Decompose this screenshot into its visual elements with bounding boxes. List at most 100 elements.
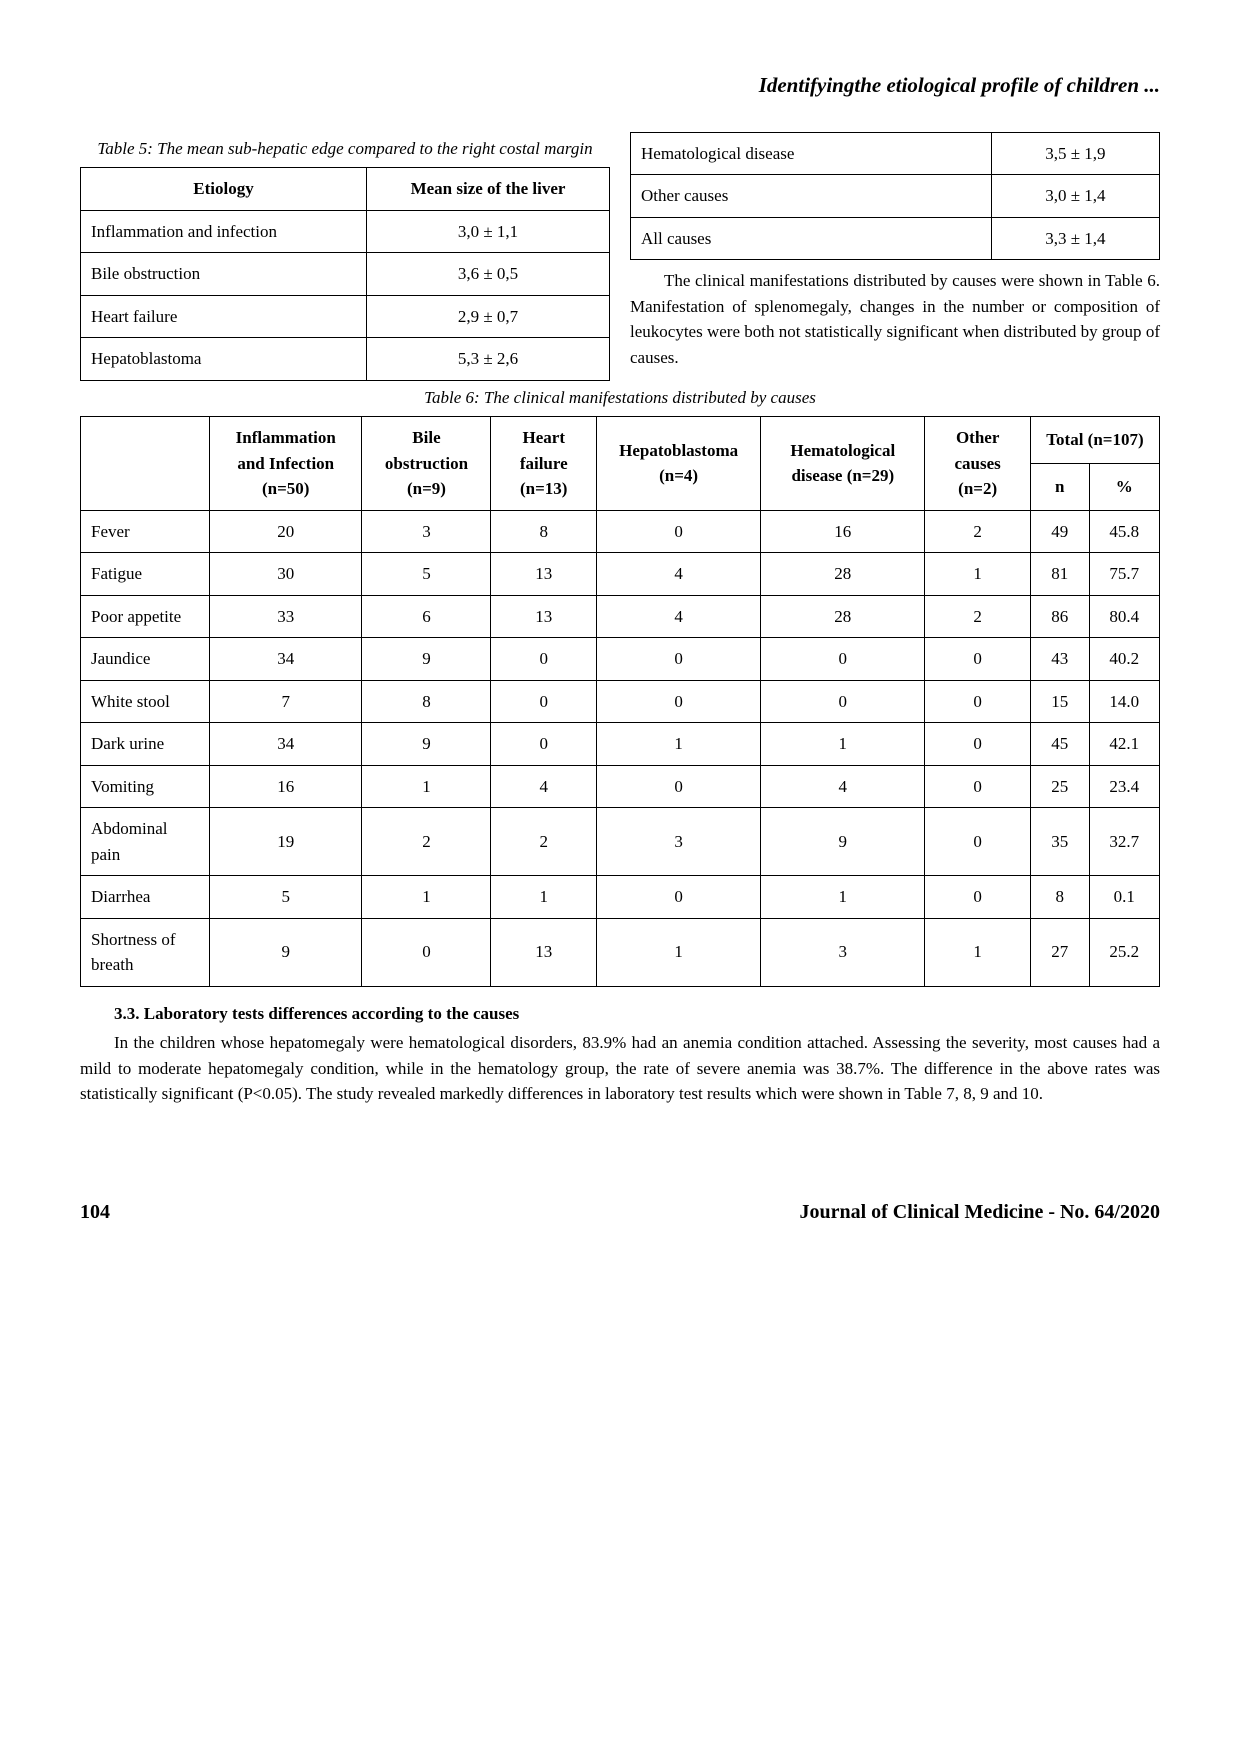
table5-body: Inflammation and infection3,0 ± 1,1Bile … xyxy=(81,210,610,380)
table-cell: 0.1 xyxy=(1089,876,1159,919)
table-cell: 5,3 ± 2,6 xyxy=(367,338,610,381)
table-row: Other causes3,0 ± 1,4 xyxy=(631,175,1160,218)
table-cell: 3,0 ± 1,1 xyxy=(367,210,610,253)
table-cell: 0 xyxy=(491,638,597,681)
table-cell: 0 xyxy=(597,510,761,553)
table6-head-hepato: Hepatoblastoma (n=4) xyxy=(597,417,761,511)
table-row: Diarrhea51101080.1 xyxy=(81,876,1160,919)
table-cell: White stool xyxy=(81,680,210,723)
table-cell: 1 xyxy=(597,918,761,986)
table-cell: Vomiting xyxy=(81,765,210,808)
table-cell: 80.4 xyxy=(1089,595,1159,638)
table-cell: 16 xyxy=(761,510,925,553)
left-column: Table 5: The mean sub-hepatic edge compa… xyxy=(80,132,610,381)
table-cell: 13 xyxy=(491,553,597,596)
table-cell: 0 xyxy=(491,723,597,766)
table-cell: 0 xyxy=(925,723,1031,766)
table-row: Shortness of breath90131312725.2 xyxy=(81,918,1160,986)
table-cell: Diarrhea xyxy=(81,876,210,919)
table-cell: 3,5 ± 1,9 xyxy=(991,132,1159,175)
table-cell: Shortness of breath xyxy=(81,918,210,986)
table-cell: 0 xyxy=(597,876,761,919)
table-cell: 42.1 xyxy=(1089,723,1159,766)
table-cell: Inflammation and infection xyxy=(81,210,367,253)
table-cell: 25 xyxy=(1030,765,1089,808)
table5-caption: Table 5: The mean sub-hepatic edge compa… xyxy=(80,136,610,162)
table-cell: 25.2 xyxy=(1089,918,1159,986)
table-cell: 4 xyxy=(597,553,761,596)
table-cell: 3,0 ± 1,4 xyxy=(991,175,1159,218)
table-row: Inflammation and infection3,0 ± 1,1 xyxy=(81,210,610,253)
table-cell: 9 xyxy=(210,918,362,986)
table-cell: Hepatoblastoma xyxy=(81,338,367,381)
table-cell: Poor appetite xyxy=(81,595,210,638)
table-cell: 5 xyxy=(362,553,491,596)
section-head: 3.3. Laboratory tests differences accord… xyxy=(80,1001,1160,1027)
table-cell: Abdominal pain xyxy=(81,808,210,876)
table-cell: 45 xyxy=(1030,723,1089,766)
table-cell: 2 xyxy=(491,808,597,876)
table-cell: 16 xyxy=(210,765,362,808)
table-cell: 8 xyxy=(1030,876,1089,919)
table-cell: 13 xyxy=(491,918,597,986)
table-row: Jaundice34900004340.2 xyxy=(81,638,1160,681)
table-cell: 45.8 xyxy=(1089,510,1159,553)
table-cell: 28 xyxy=(761,595,925,638)
table-cell: 35 xyxy=(1030,808,1089,876)
table6: Inflammation and Infection (n=50) Bile o… xyxy=(80,416,1160,987)
table6-head-n: n xyxy=(1030,463,1089,510)
table-cell: All causes xyxy=(631,217,992,260)
table-cell: 40.2 xyxy=(1089,638,1159,681)
table-cell: 0 xyxy=(761,638,925,681)
table-row: White stool7800001514.0 xyxy=(81,680,1160,723)
table-cell: 0 xyxy=(925,876,1031,919)
table-cell: 27 xyxy=(1030,918,1089,986)
table-cell: 0 xyxy=(925,765,1031,808)
table-row: Abdominal pain19223903532.7 xyxy=(81,808,1160,876)
table-cell: Jaundice xyxy=(81,638,210,681)
table6-head-heart: Heart failure (n=13) xyxy=(491,417,597,511)
right-column: Hematological disease3,5 ± 1,9Other caus… xyxy=(630,132,1160,371)
table-cell: 20 xyxy=(210,510,362,553)
table-row: Poor appetite3361342828680.4 xyxy=(81,595,1160,638)
table-cell: 7 xyxy=(210,680,362,723)
table-row: Fatigue3051342818175.7 xyxy=(81,553,1160,596)
table-row: Vomiting16140402523.4 xyxy=(81,765,1160,808)
table-cell: 49 xyxy=(1030,510,1089,553)
table6-caption: Table 6: The clinical manifestations dis… xyxy=(80,385,1160,411)
table-cell: Dark urine xyxy=(81,723,210,766)
table-cell: 15 xyxy=(1030,680,1089,723)
table-cell: Bile obstruction xyxy=(81,253,367,296)
table-cell: 6 xyxy=(362,595,491,638)
table6-head-pct: % xyxy=(1089,463,1159,510)
table-cell: 1 xyxy=(761,876,925,919)
table6-head-blank xyxy=(81,417,210,511)
table5-head-mean: Mean size of the liver xyxy=(367,168,610,211)
table-cell: 3,3 ± 1,4 xyxy=(991,217,1159,260)
table-row: Fever203801624945.8 xyxy=(81,510,1160,553)
table-cell: 0 xyxy=(925,680,1031,723)
journal-name: Journal of Clinical Medicine - No. 64/20… xyxy=(799,1197,1160,1227)
table-cell: 1 xyxy=(491,876,597,919)
table6-head-total: Total (n=107) xyxy=(1030,417,1159,464)
table-cell: 23.4 xyxy=(1089,765,1159,808)
table-cell: 0 xyxy=(362,918,491,986)
table-cell: 1 xyxy=(925,553,1031,596)
paragraph-after-table5: The clinical manifestations distributed … xyxy=(630,268,1160,370)
table-cell: 0 xyxy=(761,680,925,723)
table-row: Bile obstruction3,6 ± 0,5 xyxy=(81,253,610,296)
table-cell: 2,9 ± 0,7 xyxy=(367,295,610,338)
table-cell: 75.7 xyxy=(1089,553,1159,596)
table-cell: 1 xyxy=(597,723,761,766)
page-footer: 104 Journal of Clinical Medicine - No. 6… xyxy=(80,1197,1160,1227)
page-number: 104 xyxy=(80,1197,110,1227)
table-row: Heart failure2,9 ± 0,7 xyxy=(81,295,610,338)
running-head: Identifyingthe etiological profile of ch… xyxy=(80,70,1160,102)
table-cell: 4 xyxy=(597,595,761,638)
table-cell: 3 xyxy=(362,510,491,553)
table-cell: 8 xyxy=(491,510,597,553)
table-row: Hematological disease3,5 ± 1,9 xyxy=(631,132,1160,175)
table5: Etiology Mean size of the liver Inflamma… xyxy=(80,167,610,381)
table6-body: Fever203801624945.8Fatigue3051342818175.… xyxy=(81,510,1160,986)
table-cell: 33 xyxy=(210,595,362,638)
